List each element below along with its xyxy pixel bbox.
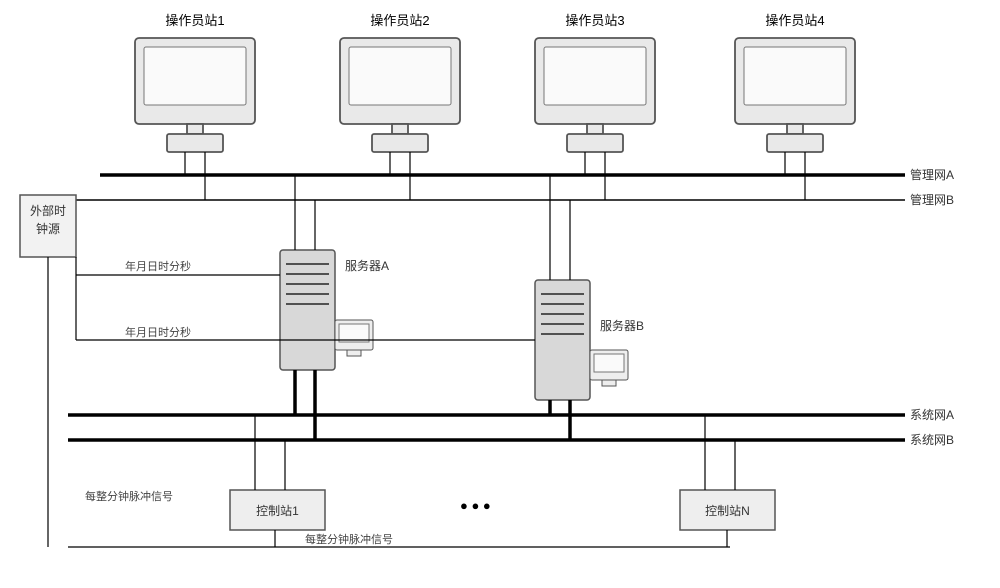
svg-text:每整分钟脉冲信号: 每整分钟脉冲信号 [85, 489, 173, 503]
server-A [280, 250, 335, 370]
svg-text:控制站N: 控制站N [705, 504, 750, 518]
svg-text:钟源: 钟源 [36, 221, 60, 236]
station-label: 操作员站4 [765, 13, 824, 28]
server-label: 服务器B [600, 318, 644, 333]
station-label: 操作员站1 [165, 13, 224, 28]
station-label: 操作员站2 [370, 13, 429, 28]
svg-text:年月日时分秒: 年月日时分秒 [125, 325, 191, 339]
svg-text:外部时: 外部时 [30, 203, 66, 218]
server-B [535, 280, 590, 400]
svg-text:控制站1: 控制站1 [256, 504, 299, 518]
bus-label: 系统网B [910, 433, 954, 447]
svg-text:每整分钟脉冲信号: 每整分钟脉冲信号 [305, 532, 393, 546]
network-diagram: 操作员站1 操作员站2 操作员站3 操作员站4 管理网A 管理网B 系统网A 系统网B 外部时钟… [0, 0, 1000, 588]
server-label: 服务器A [345, 258, 389, 273]
station-label: 操作员站3 [565, 13, 624, 28]
bus-label: 管理网B [910, 192, 954, 207]
ellipsis: ● ● ● [460, 498, 491, 513]
bus-label: 系统网A [910, 408, 954, 422]
bus-label: 管理网A [910, 167, 954, 182]
svg-text:年月日时分秒: 年月日时分秒 [125, 259, 191, 273]
